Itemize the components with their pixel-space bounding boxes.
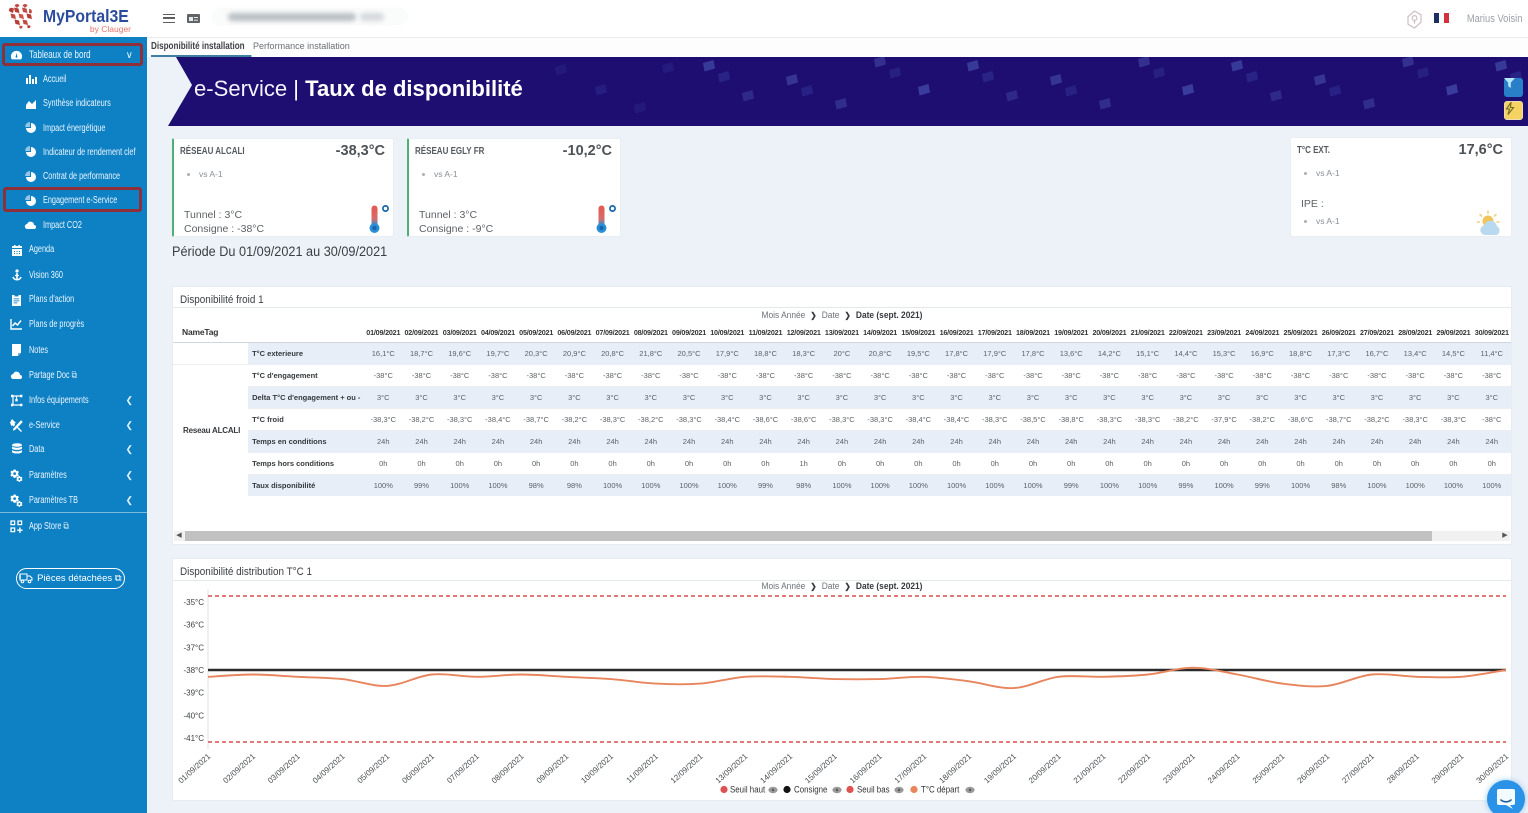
svg-text:-39°C: -39°C — [183, 689, 204, 698]
svg-text:02/09/2021: 02/09/2021 — [221, 751, 257, 785]
svg-text:07/09/2021: 07/09/2021 — [445, 751, 481, 785]
svg-text:-38°C: -38°C — [183, 666, 204, 675]
svg-text:04/09/2021: 04/09/2021 — [311, 751, 347, 785]
svg-text:-35°C: -35°C — [183, 598, 204, 607]
svg-text:20/09/2021: 20/09/2021 — [1027, 751, 1063, 785]
svg-text:26/09/2021: 26/09/2021 — [1296, 751, 1332, 785]
svg-text:05/09/2021: 05/09/2021 — [356, 751, 392, 785]
svg-text:Seuil haut: Seuil haut — [730, 784, 766, 795]
svg-text:-41°C: -41°C — [183, 734, 204, 743]
svg-text:16/09/2021: 16/09/2021 — [848, 751, 884, 785]
svg-text:21/09/2021: 21/09/2021 — [1072, 751, 1108, 785]
svg-text:18/09/2021: 18/09/2021 — [937, 751, 973, 785]
svg-text:19/09/2021: 19/09/2021 — [982, 751, 1018, 785]
svg-text:-36°C: -36°C — [183, 621, 204, 630]
svg-text:29/09/2021: 29/09/2021 — [1430, 751, 1466, 785]
svg-text:25/09/2021: 25/09/2021 — [1251, 751, 1287, 785]
svg-text:08/09/2021: 08/09/2021 — [490, 751, 526, 785]
svg-text:-40°C: -40°C — [183, 711, 204, 720]
svg-text:15/09/2021: 15/09/2021 — [803, 751, 839, 785]
svg-text:T°C départ: T°C départ — [921, 784, 960, 795]
svg-text:13/09/2021: 13/09/2021 — [714, 751, 750, 785]
svg-text:01/09/2021: 01/09/2021 — [177, 751, 213, 785]
svg-text:11/09/2021: 11/09/2021 — [625, 751, 661, 784]
svg-text:24/09/2021: 24/09/2021 — [1206, 751, 1242, 785]
svg-text:Consigne: Consigne — [794, 784, 828, 795]
svg-text:10/09/2021: 10/09/2021 — [579, 751, 615, 785]
svg-text:28/09/2021: 28/09/2021 — [1385, 751, 1421, 785]
svg-text:09/09/2021: 09/09/2021 — [535, 751, 571, 785]
svg-text:22/09/2021: 22/09/2021 — [1116, 751, 1152, 785]
svg-text:12/09/2021: 12/09/2021 — [669, 751, 705, 785]
svg-text:14/09/2021: 14/09/2021 — [758, 751, 794, 785]
svg-text:-37°C: -37°C — [183, 643, 204, 652]
svg-text:Seuil bas: Seuil bas — [857, 784, 890, 795]
svg-text:06/09/2021: 06/09/2021 — [400, 751, 436, 785]
svg-text:23/09/2021: 23/09/2021 — [1161, 751, 1197, 785]
svg-text:27/09/2021: 27/09/2021 — [1340, 751, 1376, 785]
svg-text:03/09/2021: 03/09/2021 — [266, 751, 302, 785]
svg-text:17/09/2021: 17/09/2021 — [893, 751, 929, 785]
